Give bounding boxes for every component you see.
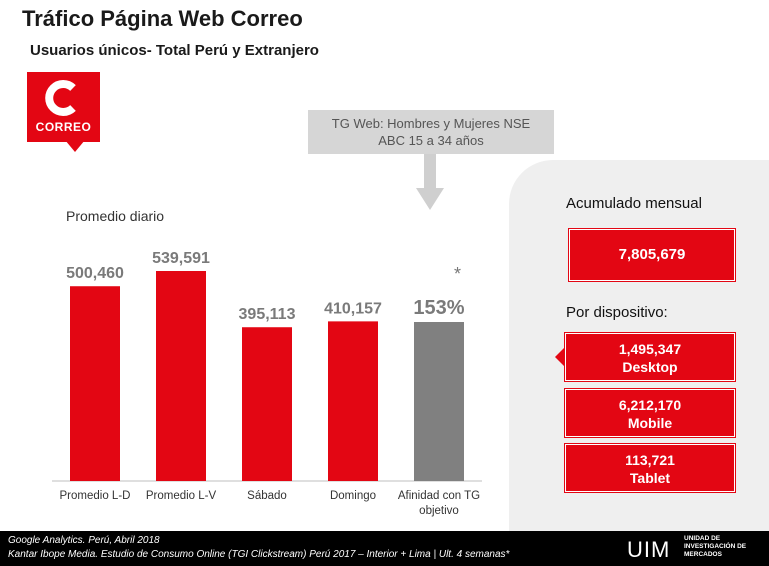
total-value-box: 7,805,679 bbox=[569, 229, 735, 281]
bar-value-label-2: 395,113 bbox=[239, 306, 296, 323]
callout-line-1: TG Web: Hombres y Mujeres NSE bbox=[331, 116, 531, 131]
device-name: Mobile bbox=[627, 415, 673, 431]
logo-word: CORREO bbox=[35, 120, 92, 134]
device-label: Por dispositivo: bbox=[566, 304, 668, 321]
daily-average-bar-chart: 500,460 Promedio L-D 539,591 Promedio L-V 39… bbox=[52, 250, 482, 517]
category-label-2: Sábado bbox=[247, 490, 287, 502]
bar-value-label-4: 153% bbox=[413, 297, 464, 319]
down-arrow-icon bbox=[416, 154, 444, 210]
affinity-asterisk: * bbox=[454, 264, 462, 284]
category-label-4: objetivo bbox=[419, 505, 459, 517]
device-box-desktop: 1,495,347 Desktop bbox=[565, 333, 735, 381]
bar-3 bbox=[328, 321, 378, 481]
category-label-4: Afinidad con TG bbox=[398, 490, 480, 502]
bar-1 bbox=[156, 271, 206, 481]
device-box-mobile: 6,212,170 Mobile bbox=[565, 389, 735, 437]
target-group-callout: TG Web: Hombres y Mujeres NSE ABC 15 a 3… bbox=[308, 110, 554, 154]
device-pointer bbox=[555, 345, 567, 369]
chart-title: Promedio diario bbox=[66, 208, 165, 224]
bar-0 bbox=[70, 286, 120, 481]
device-value: 113,721 bbox=[625, 452, 675, 468]
device-value: 1,495,347 bbox=[618, 341, 682, 357]
device-value: 6,212,170 bbox=[618, 397, 682, 413]
source-line-1: Google Analytics. Perú, Abril 2018 bbox=[8, 535, 160, 546]
page-subtitle: Usuarios únicos- Total Perú y Extranjero bbox=[30, 42, 319, 59]
page-title: Tráfico Página Web Correo bbox=[22, 6, 303, 31]
category-label-0: Promedio L-D bbox=[60, 490, 131, 502]
device-name: Desktop bbox=[622, 359, 678, 375]
correo-logo: CORREO bbox=[27, 72, 100, 152]
device-name: Tablet bbox=[629, 470, 671, 486]
total-label: Acumulado mensual bbox=[566, 195, 702, 212]
bar-value-label-0: 500,460 bbox=[66, 265, 124, 282]
uim-logo-subtitle: UNIDAD DE INVESTIGACIÓN DE MERCADOS bbox=[684, 535, 747, 558]
device-box-tablet: 113,721 Tablet bbox=[565, 444, 735, 492]
category-label-3: Domingo bbox=[330, 490, 376, 502]
footer-bar: Google Analytics. Perú, Abril 2018 Kanta… bbox=[0, 531, 769, 566]
bar-4 bbox=[414, 322, 464, 481]
bar-value-label-1: 539,591 bbox=[152, 250, 210, 267]
category-label-1: Promedio L-V bbox=[146, 490, 217, 502]
bar-value-label-3: 410,157 bbox=[324, 300, 382, 317]
bar-2 bbox=[242, 327, 292, 481]
uim-logo: UIM bbox=[627, 537, 671, 562]
correo-c-logo-mark bbox=[45, 80, 76, 116]
source-line-2: Kantar Ibope Media. Estudio de Consumo O… bbox=[8, 549, 510, 560]
callout-line-2: ABC 15 a 34 años bbox=[378, 133, 484, 148]
